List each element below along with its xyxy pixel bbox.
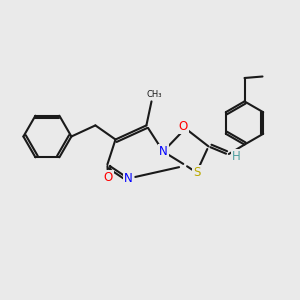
Text: H: H	[232, 149, 241, 163]
Text: O: O	[103, 171, 112, 184]
Text: O: O	[178, 120, 188, 133]
Text: CH₃: CH₃	[146, 90, 162, 99]
Text: N: N	[159, 145, 168, 158]
Text: S: S	[193, 166, 200, 179]
Text: N: N	[124, 172, 133, 185]
